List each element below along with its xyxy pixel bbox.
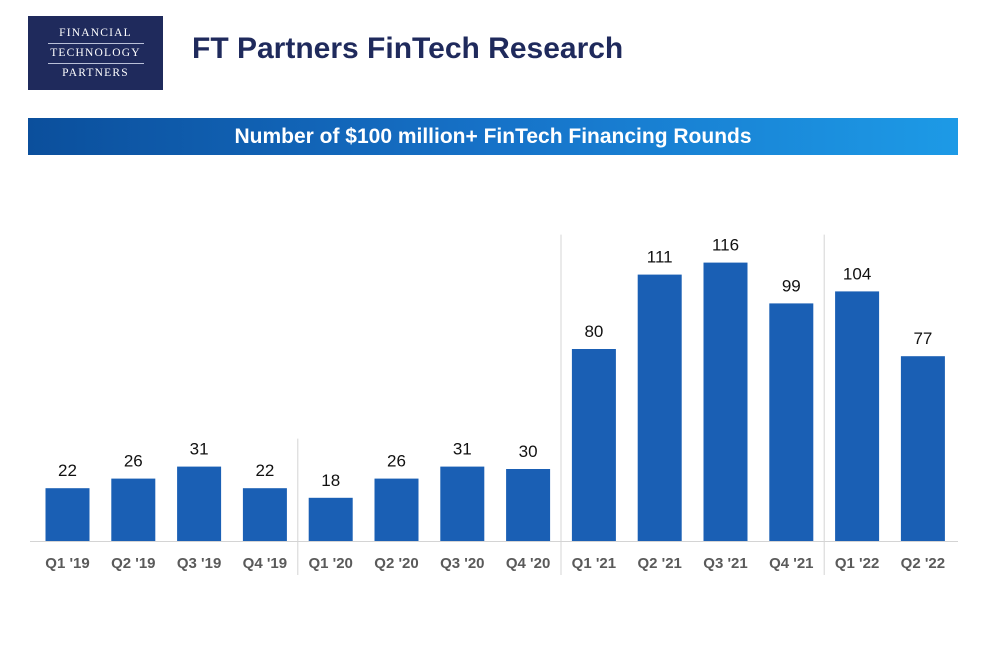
chart-title-banner: Number of $100 million+ FinTech Financin… bbox=[28, 118, 958, 155]
logo-divider bbox=[47, 62, 144, 64]
x-tick-label: Q4 '21 bbox=[769, 555, 813, 572]
data-label: 26 bbox=[124, 452, 143, 471]
bar bbox=[45, 488, 90, 541]
x-tick-label: Q2 '19 bbox=[111, 555, 155, 572]
bar bbox=[637, 274, 682, 541]
bar bbox=[374, 478, 419, 541]
data-label: 26 bbox=[387, 452, 406, 471]
x-tick-label: Q3 '21 bbox=[703, 555, 747, 572]
bar bbox=[900, 356, 945, 541]
x-tick-label: Q1 '21 bbox=[572, 555, 616, 572]
logo: FINANCIAL TECHNOLOGY PARTNERS bbox=[28, 16, 163, 90]
data-label: 31 bbox=[190, 440, 209, 459]
data-label: 99 bbox=[782, 276, 801, 295]
x-tick-label: Q2 '21 bbox=[637, 555, 681, 572]
x-tick-label: Q3 '20 bbox=[440, 555, 484, 572]
logo-line-1: FINANCIAL bbox=[59, 26, 132, 39]
logo-line-2: TECHNOLOGY bbox=[50, 46, 141, 59]
data-label: 18 bbox=[321, 471, 340, 490]
x-tick-label: Q2 '20 bbox=[374, 555, 418, 572]
x-tick-label: Q1 '22 bbox=[835, 555, 879, 572]
bar bbox=[769, 303, 814, 541]
x-tick-label: Q1 '20 bbox=[308, 555, 352, 572]
bar bbox=[835, 291, 880, 541]
logo-divider bbox=[47, 42, 144, 44]
x-tick-label: Q4 '19 bbox=[243, 555, 287, 572]
data-label: 80 bbox=[584, 322, 603, 341]
data-label: 116 bbox=[712, 236, 739, 255]
bar bbox=[242, 488, 287, 541]
logo-line-3: PARTNERS bbox=[62, 66, 129, 79]
bar bbox=[571, 349, 616, 541]
data-label: 22 bbox=[255, 461, 274, 480]
bar bbox=[703, 262, 748, 541]
x-tick-label: Q3 '19 bbox=[177, 555, 221, 572]
page-title: FT Partners FinTech Research bbox=[192, 32, 624, 65]
data-label: 30 bbox=[519, 442, 538, 461]
x-tick-label: Q2 '22 bbox=[901, 555, 945, 572]
data-label: 104 bbox=[843, 264, 871, 283]
data-label: 31 bbox=[453, 440, 472, 459]
bar bbox=[308, 497, 353, 541]
x-tick-label: Q1 '19 bbox=[45, 555, 89, 572]
bar bbox=[111, 478, 156, 541]
chart-title: Number of $100 million+ FinTech Financin… bbox=[234, 124, 752, 148]
data-label: 111 bbox=[647, 248, 673, 267]
x-tick-label: Q4 '20 bbox=[506, 555, 550, 572]
data-label: 22 bbox=[58, 461, 77, 480]
data-label: 77 bbox=[913, 329, 932, 348]
bar bbox=[440, 466, 485, 541]
bar bbox=[506, 469, 551, 541]
bar bbox=[177, 466, 222, 541]
